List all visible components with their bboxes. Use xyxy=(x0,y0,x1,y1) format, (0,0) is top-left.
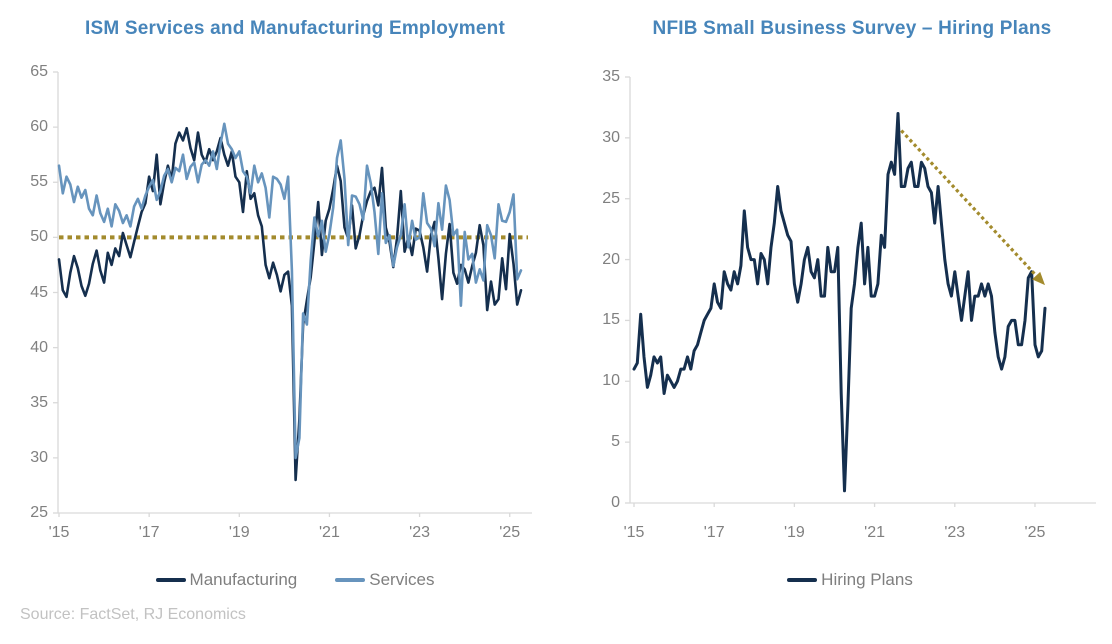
legend-label-manufacturing: Manufacturing xyxy=(189,570,298,589)
legend-item-hiring-plans: Hiring Plans xyxy=(787,570,913,590)
manufacturing-line-swatch-icon xyxy=(155,578,186,582)
left-chart-title: ISM Services and Manufacturing Employmen… xyxy=(85,18,505,39)
hiring-plans-line-swatch-icon xyxy=(787,578,818,582)
right-chart-title: NFIB Small Business Survey – Hiring Plan… xyxy=(652,18,1052,39)
legend-label-services: Services xyxy=(369,570,435,589)
right-chart-legend: Hiring Plans xyxy=(610,568,1090,592)
services-line-swatch-icon xyxy=(335,578,366,582)
source-note: Source: FactSet, RJ Economics xyxy=(20,606,246,623)
legend-item-services: Services xyxy=(335,570,434,590)
legend-item-manufacturing: Manufacturing xyxy=(155,570,298,590)
left-chart-legend: Manufacturing Services xyxy=(38,568,552,592)
legend-label-hiring-plans: Hiring Plans xyxy=(821,570,913,589)
